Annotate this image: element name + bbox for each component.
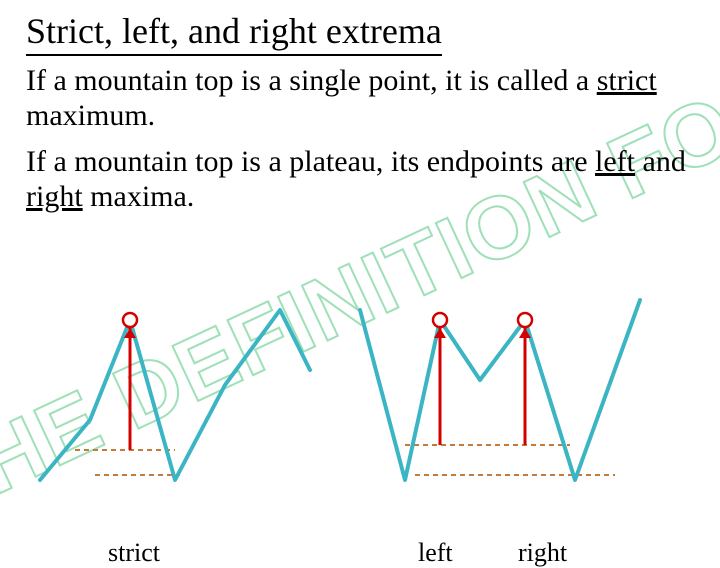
diagram-svg (0, 260, 720, 530)
label-left: left (418, 538, 453, 568)
p2-text-b: maxima. (83, 180, 195, 213)
label-right: right (518, 538, 567, 568)
p2-text-mid: and (635, 145, 686, 178)
p1-text-a: If a mountain top is a single point, it … (26, 64, 597, 97)
p1-underline-strict: strict (597, 64, 657, 97)
p1-text-b: maximum. (26, 99, 155, 132)
slide-content: Strict, left, and right extrema If a mou… (0, 0, 720, 214)
paragraph-1: If a mountain top is a single point, it … (26, 64, 694, 133)
paragraph-2: If a mountain top is a plateau, its endp… (26, 145, 694, 214)
page-title: Strict, left, and right extrema (26, 10, 442, 56)
diagram-area: strict left right (0, 260, 720, 530)
p2-text-a: If a mountain top is a plateau, its endp… (26, 145, 595, 178)
p2-underline-left: left (595, 145, 635, 178)
label-strict: strict (108, 538, 160, 568)
p2-underline-right: right (26, 180, 83, 213)
